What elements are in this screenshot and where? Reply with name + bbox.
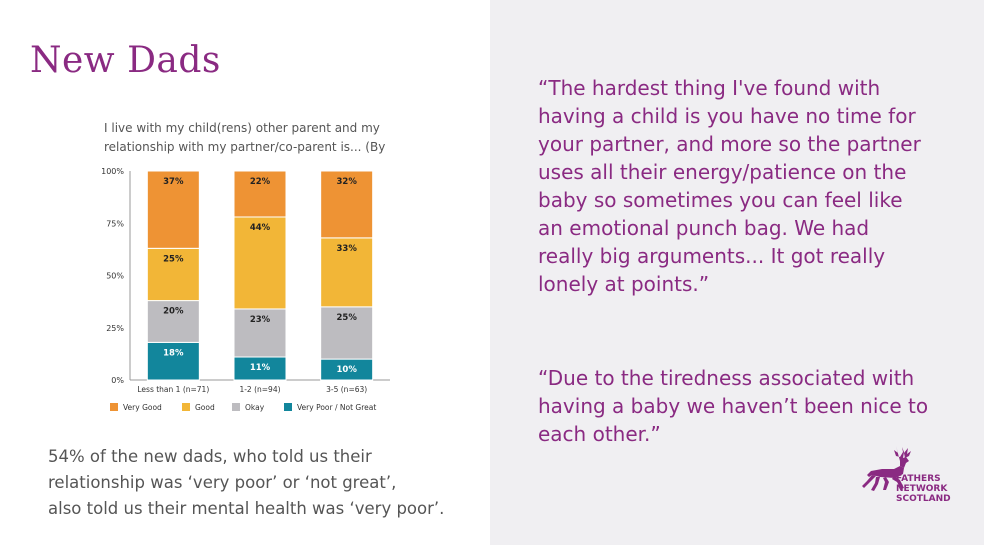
quotes-panel [490, 0, 984, 545]
quote-hardest-thing: “The hardest thing I've found with havin… [538, 74, 958, 298]
data-label: 10% [336, 365, 357, 375]
bar-segment [320, 237, 374, 308]
stacked-bar-chart: 0% 25% 50% 75% 100% 18% 20% 25% 37% Less than 1 (… [101, 167, 390, 412]
fathers-network-scotland-logo: FATHERS NETWORK SCOTLAND [856, 444, 968, 504]
chart-title-line: relationship with my partner/co-parent i… [104, 140, 386, 154]
left-panel: New Dads I live with my child(rens) othe… [0, 0, 490, 545]
quote-line: baby so sometimes you can feel like [538, 188, 903, 212]
legend-label: Okay [245, 403, 265, 412]
data-label: 20% [163, 307, 184, 317]
quote-line: “Due to the tiredness associated with [538, 366, 915, 390]
quote-line: having a baby we haven’t been nice to [538, 394, 929, 418]
legend-label: Very Poor / Not Great [297, 403, 376, 412]
data-label: 11% [250, 363, 271, 373]
y-tick-label: 0% [111, 376, 124, 385]
data-label: 37% [163, 177, 184, 187]
legend-swatch [182, 403, 190, 411]
x-tick-label: 3-5 (n=63) [326, 385, 367, 394]
quote-tiredness: “Due to the tiredness associated with ha… [538, 364, 958, 448]
quote-line: your partner, and more so the partner [538, 132, 921, 156]
bar-segment [233, 170, 287, 218]
quote-line: lonely at points.” [538, 272, 710, 296]
legend-swatch [232, 403, 240, 411]
stag-icon [862, 446, 911, 491]
quote-line: “The hardest thing I've found with [538, 76, 881, 100]
summary-line: 54% of the new dads, who told us their [48, 447, 372, 466]
quote-line: having a child is you have no time for [538, 104, 916, 128]
y-tick-label: 75% [106, 219, 124, 228]
data-label: 44% [250, 223, 271, 233]
chart-title: I live with my child(rens) other parent … [104, 119, 404, 157]
quote-line: an emotional punch bag. We had [538, 216, 870, 240]
page-title: New Dads [30, 40, 221, 81]
data-label: 33% [336, 244, 357, 254]
summary-line: also told us their mental health was ‘ve… [48, 499, 445, 518]
quote-line: uses all their energy/patience on the [538, 160, 907, 184]
data-label: 23% [250, 315, 271, 325]
bar-segment [146, 247, 200, 302]
bar-segment [146, 170, 200, 249]
summary-line: relationship was ‘very poor’ or ‘not gre… [48, 473, 397, 492]
x-tick-label: 1-2 (n=94) [239, 385, 280, 394]
y-tick-label: 100% [101, 167, 124, 176]
legend-swatch [110, 403, 118, 411]
quote-line: really big arguments... It got really [538, 244, 886, 268]
logo-line: NETWORK [896, 484, 948, 494]
chart-title-line: I live with my child(rens) other parent … [104, 121, 380, 135]
data-label: 32% [336, 177, 357, 187]
x-tick-label: Less than 1 (n=71) [137, 385, 209, 394]
quote-line: each other.” [538, 422, 661, 446]
data-label: 22% [250, 177, 271, 187]
data-label: 25% [163, 254, 184, 264]
y-tick-label: 50% [106, 272, 124, 281]
legend-label: Very Good [123, 403, 162, 412]
legend-swatch [284, 403, 292, 411]
logo-line: SCOTLAND [896, 494, 951, 504]
logo-line: FATHERS [896, 474, 941, 484]
bar-segment [320, 170, 374, 239]
summary-text: 54% of the new dads, who told us their r… [48, 444, 478, 522]
data-label: 18% [163, 348, 184, 358]
bar-segment [146, 341, 200, 381]
logo-wordmark: FATHERS NETWORK SCOTLAND [896, 474, 951, 504]
bar-segment [320, 306, 374, 360]
y-tick-label: 25% [106, 324, 124, 333]
data-label: 25% [336, 313, 357, 323]
legend-label: Good [195, 403, 215, 412]
